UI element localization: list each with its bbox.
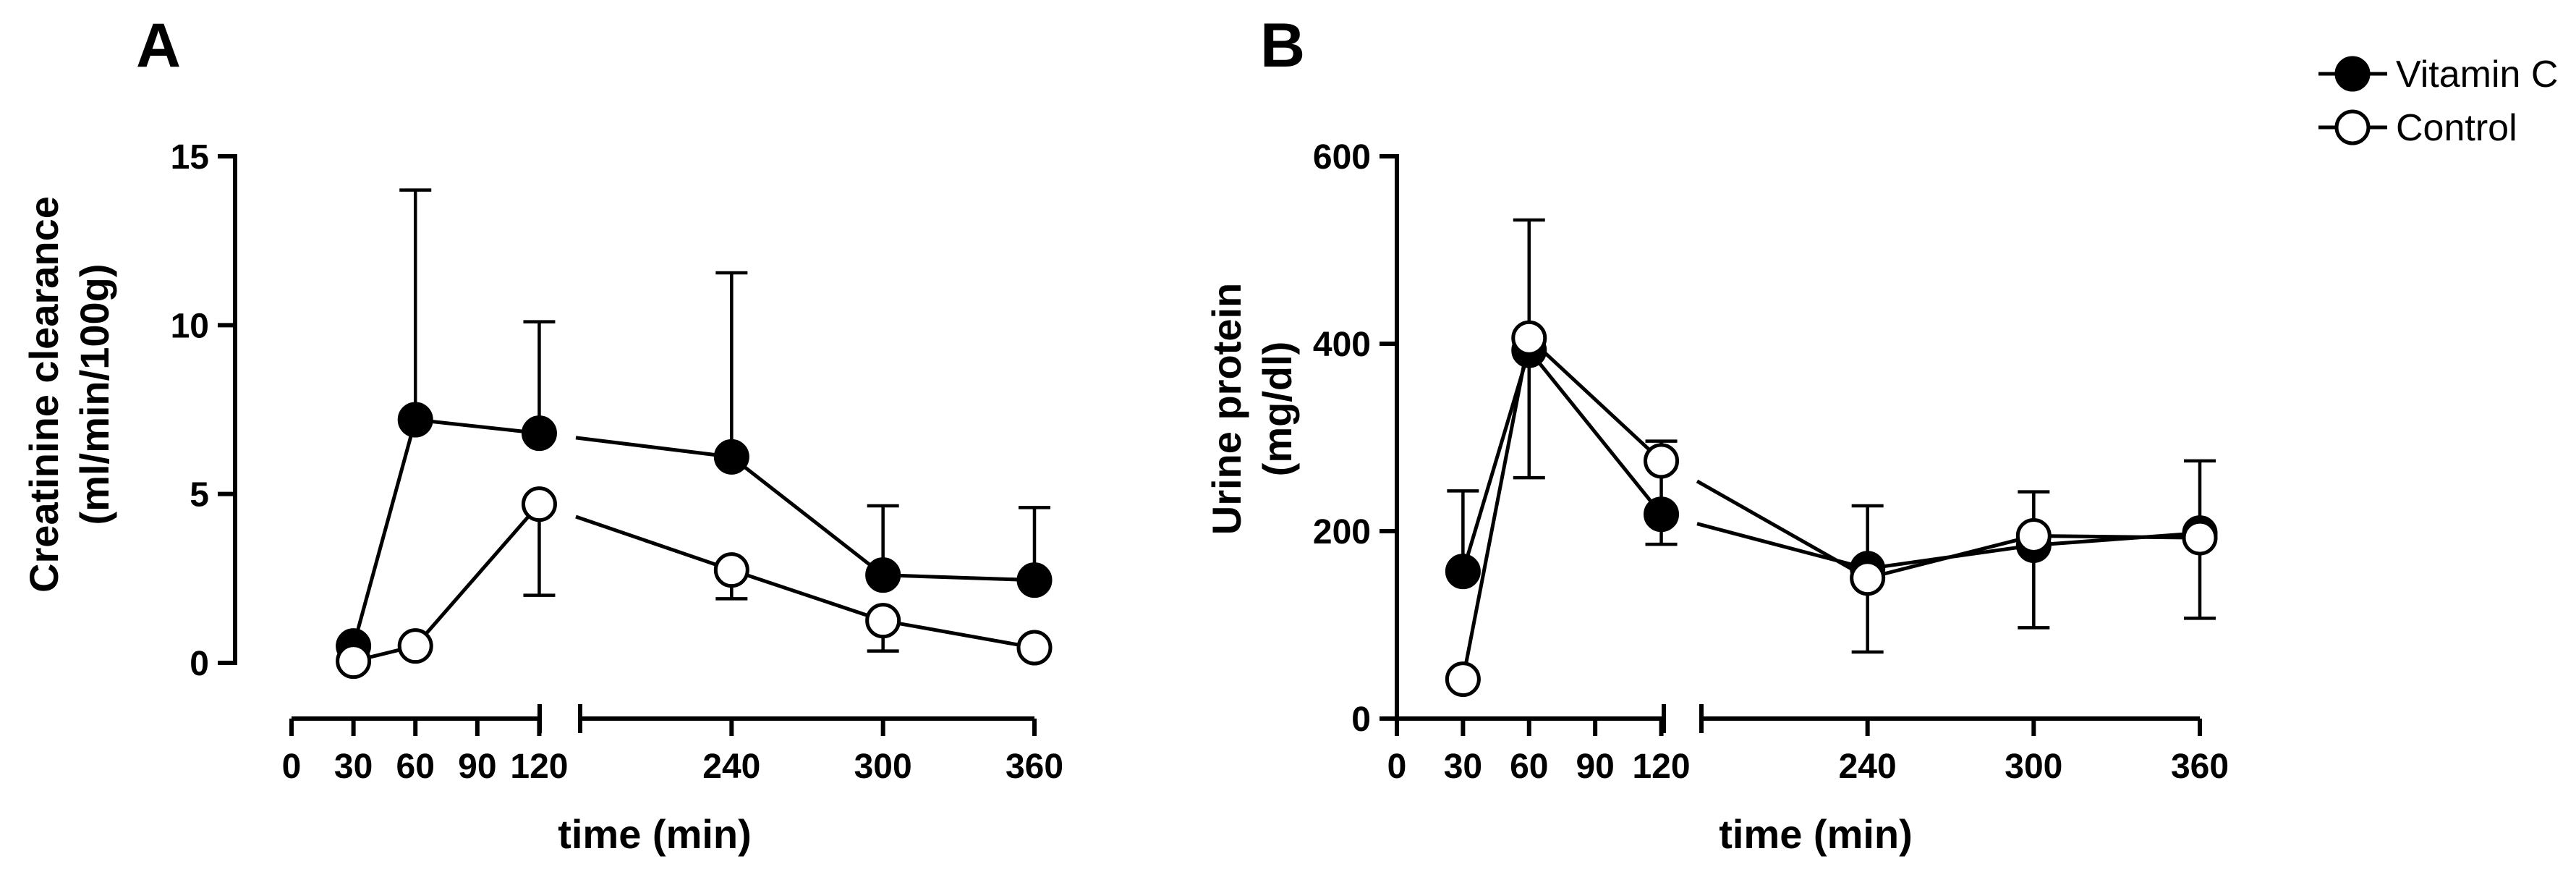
series-line-segment [1696,479,1869,580]
x-tick-label: 90 [1576,748,1614,786]
data-point-vitamin-c [1016,562,1053,598]
data-point-control [2182,520,2218,556]
legend-label-vitamin-c: Vitamin C [2396,54,2558,96]
data-point-control [2015,517,2052,554]
x-tick-label: 360 [1006,748,1063,786]
x-tick-label: 0 [282,748,302,786]
y-tick-label: 15 [171,138,209,177]
x-tick-label: 120 [1632,748,1690,786]
data-point-control [713,552,749,588]
series-line-segment [731,568,884,623]
x-tick-label: 30 [1444,748,1482,786]
panel-letter-a: A [136,11,181,80]
data-point-control [397,628,433,664]
x-tick-label: 60 [396,748,435,786]
data-point-control [336,643,372,680]
series-vitamin-c [1445,218,2218,654]
series-line-segment [1867,534,2034,580]
y-tick-label: 10 [171,307,209,345]
x-tick-label: 90 [458,748,496,786]
x-tick-label: 120 [510,748,568,786]
y-tick-label: 5 [190,476,209,515]
x-tick-label: 60 [1510,748,1548,786]
panel-a-ylabel-line1: Creatinine clearance [21,196,67,593]
series-line-segment [415,418,540,436]
panel-b-xlabel: time (min) [1719,811,1913,857]
panel-b-ylabel-line1: Urine protein [1204,283,1249,535]
series-line-segment [1527,349,1663,516]
data-point-control [1445,661,1481,698]
series-line-segment [1461,337,1531,680]
series-control [1445,320,2218,698]
data-point-control [521,486,557,522]
y-tick-label: 200 [1313,513,1371,551]
x-tick-label: 240 [702,748,760,786]
data-point-control [1016,630,1053,666]
panel-b: 0 200 400 600 0 30 60 90 120 240 300 360 [1313,138,2229,786]
x-tick-label: 240 [1839,748,1897,786]
y-tick-label: 0 [1351,700,1371,739]
data-point-vitamin-c [397,402,433,438]
y-tick-label: 600 [1313,138,1371,177]
data-point-vitamin-c [1445,554,1481,590]
legend-marker-vitamin-c [2334,56,2371,92]
series-control [336,486,1053,680]
data-point-control [865,603,901,639]
panel-a-xlabel: time (min) [558,811,752,857]
data-point-vitamin-c [521,415,557,452]
data-point-vitamin-c [1644,496,1680,533]
series-line-segment [2033,533,2201,540]
plots: 0 5 10 15 0 30 60 90 120 240 300 360 0 200 400 600 0 30 60… [171,138,2229,786]
series-line-segment [730,455,885,577]
series-line-segment [883,619,1035,650]
x-tick-label: 360 [2171,748,2229,786]
legend-label-control: Control [2396,107,2517,149]
series-line-segment [575,436,732,459]
x-tick-label: 0 [1387,748,1407,786]
data-point-control [1511,320,1547,356]
series-line-segment [352,419,417,647]
data-point-vitamin-c [865,557,901,593]
series-line-segment [575,515,733,572]
data-point-control [1644,443,1680,479]
data-point-vitamin-c [713,439,749,475]
series-line-segment [2033,531,2201,547]
legend-marker-control [2334,109,2371,145]
legend: Vitamin C Control [2318,54,2558,149]
panel-a-ylabel-line2: (ml/min/100g) [72,264,117,525]
y-tick-label: 400 [1313,326,1371,364]
data-point-control [1850,560,1886,596]
series-line-segment [1528,336,1663,462]
series-line-segment [883,573,1035,583]
panel-a: 0 5 10 15 0 30 60 90 120 240 300 360 [171,138,1063,786]
x-tick-label: 30 [334,748,373,786]
x-tick-label: 300 [854,748,912,786]
series-line-segment [414,503,541,648]
x-tick-label: 300 [2005,748,2062,786]
panel-b-ylabel-line2: (mg/dl) [1254,342,1300,477]
panel-letter-b: B [1260,11,1305,80]
series-vitamin-c [336,188,1053,665]
y-tick-label: 0 [190,645,209,683]
